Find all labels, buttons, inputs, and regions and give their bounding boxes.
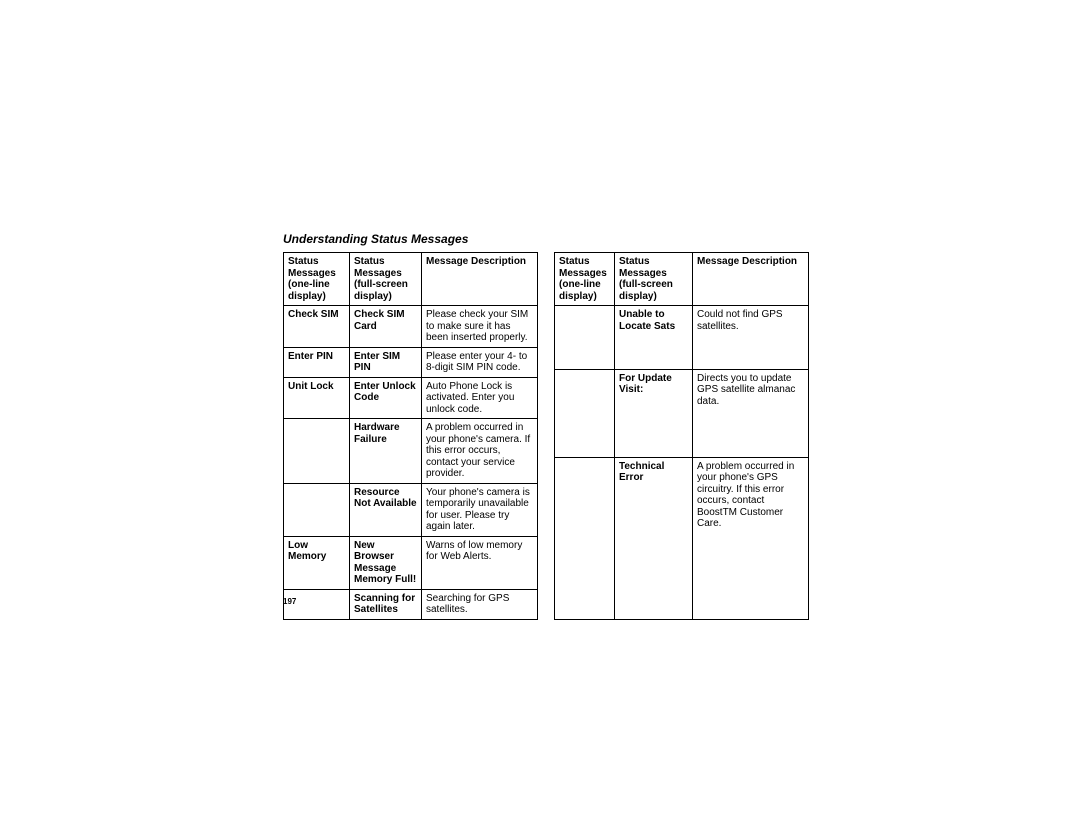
table-row: Unable to Locate SatsCould not find GPS …: [555, 306, 809, 370]
cell-description: Warns of low memory for Web Alerts.: [422, 536, 538, 589]
cell-description: Please enter your 4- to 8-digit SIM PIN …: [422, 347, 538, 377]
header-col-fullscreen: Status Messages (full-screen display): [350, 253, 422, 306]
cell-fullscreen: For Update Visit:: [615, 369, 693, 457]
cell-description: Auto Phone Lock is activated. Enter you …: [422, 377, 538, 419]
page-number: 197: [283, 597, 296, 606]
header-col-fullscreen: Status Messages (full-screen display): [615, 253, 693, 306]
page: Understanding Status Messages Status Mes…: [0, 0, 1080, 834]
table-row: Check SIMCheck SIM CardPlease check your…: [284, 306, 538, 348]
cell-fullscreen: Resource Not Available: [350, 483, 422, 536]
cell-fullscreen: Technical Error: [615, 457, 693, 619]
cell-oneline: [555, 369, 615, 457]
cell-oneline: [284, 419, 350, 484]
cell-fullscreen: Hardware Failure: [350, 419, 422, 484]
cell-description: Please check your SIM to make sure it ha…: [422, 306, 538, 348]
status-messages-table-1: Status Messages (one-line display) Statu…: [283, 252, 538, 620]
cell-fullscreen: Enter SIM PIN: [350, 347, 422, 377]
table-row: Technical ErrorA problem occurred in you…: [555, 457, 809, 619]
table-row: Hardware FailureA problem occurred in yo…: [284, 419, 538, 484]
cell-fullscreen: Unable to Locate Sats: [615, 306, 693, 370]
table-header-row: Status Messages (one-line display) Statu…: [284, 253, 538, 306]
status-messages-table-2: Status Messages (one-line display) Statu…: [554, 252, 809, 620]
cell-description: Your phone's camera is temporarily unava…: [422, 483, 538, 536]
table-row: Low MemoryNew Browser Message Memory Ful…: [284, 536, 538, 589]
table-row: Unit LockEnter Unlock CodeAuto Phone Loc…: [284, 377, 538, 419]
cell-oneline: [555, 457, 615, 619]
table-header-row: Status Messages (one-line display) Statu…: [555, 253, 809, 306]
cell-description: A problem occurred in your phone's camer…: [422, 419, 538, 484]
cell-oneline: [284, 483, 350, 536]
cell-oneline: Enter PIN: [284, 347, 350, 377]
cell-oneline: Low Memory: [284, 536, 350, 589]
section-title: Understanding Status Messages: [283, 232, 468, 246]
cell-oneline: Unit Lock: [284, 377, 350, 419]
header-col-description: Message Description: [422, 253, 538, 306]
table-2-body: Unable to Locate SatsCould not find GPS …: [555, 306, 809, 620]
table-row: For Update Visit:Directs you to update G…: [555, 369, 809, 457]
header-col-description: Message Description: [693, 253, 809, 306]
table-row: Resource Not AvailableYour phone's camer…: [284, 483, 538, 536]
header-col-oneline: Status Messages (one-line display): [284, 253, 350, 306]
cell-oneline: [555, 306, 615, 370]
cell-fullscreen: Scanning for Satellites: [350, 589, 422, 619]
cell-fullscreen: New Browser Message Memory Full!: [350, 536, 422, 589]
cell-description: Directs you to update GPS satellite alma…: [693, 369, 809, 457]
cell-description: Searching for GPS satellites.: [422, 589, 538, 619]
header-col-oneline: Status Messages (one-line display): [555, 253, 615, 306]
table-row: Scanning for SatellitesSearching for GPS…: [284, 589, 538, 619]
cell-description: A problem occurred in your phone's GPS c…: [693, 457, 809, 619]
table-1-body: Check SIMCheck SIM CardPlease check your…: [284, 306, 538, 620]
cell-description: Could not find GPS satellites.: [693, 306, 809, 370]
cell-oneline: Check SIM: [284, 306, 350, 348]
cell-fullscreen: Check SIM Card: [350, 306, 422, 348]
tables-container: Status Messages (one-line display) Statu…: [283, 252, 809, 620]
table-row: Enter PINEnter SIM PINPlease enter your …: [284, 347, 538, 377]
cell-fullscreen: Enter Unlock Code: [350, 377, 422, 419]
